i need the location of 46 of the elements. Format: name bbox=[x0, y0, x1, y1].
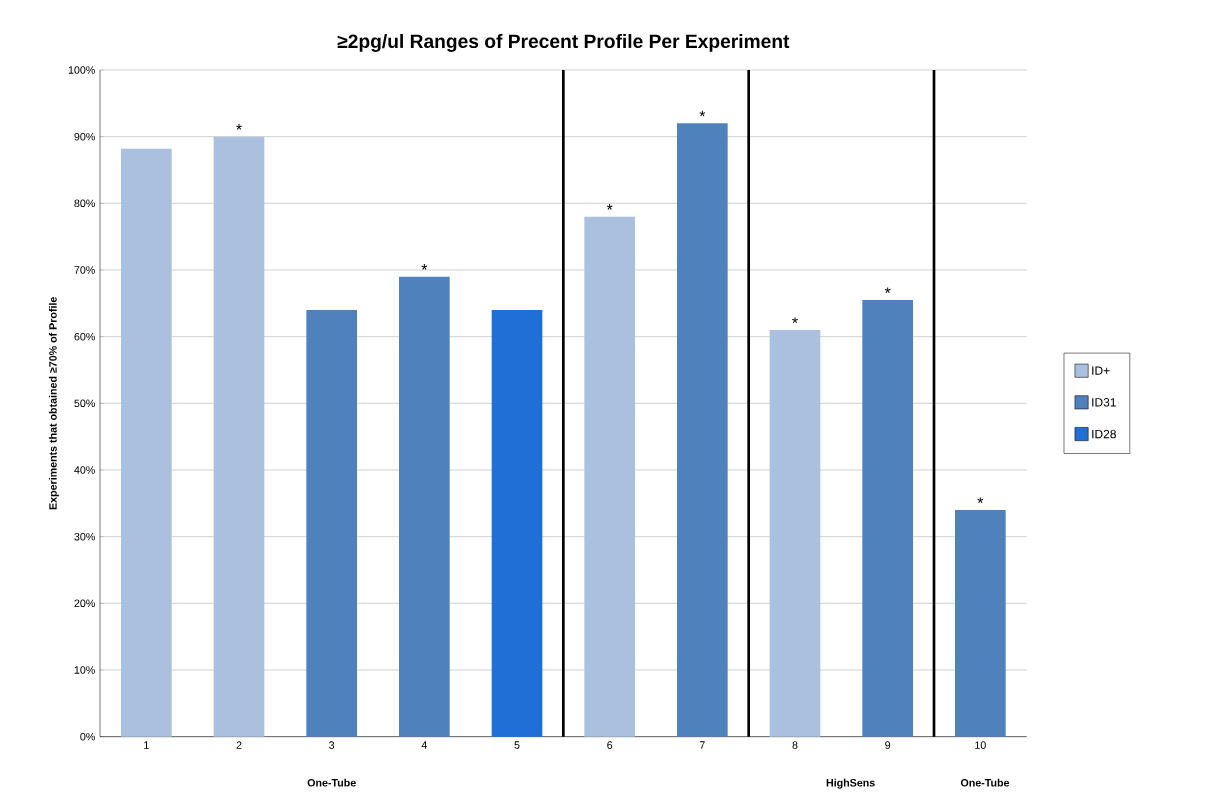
x-tick-label: 10 bbox=[975, 741, 986, 749]
bar bbox=[584, 216, 636, 737]
x-tick-label: 9 bbox=[885, 741, 891, 749]
y-tick-label: 30% bbox=[74, 532, 95, 541]
y-tick-label: 10% bbox=[74, 666, 95, 674]
bar bbox=[213, 136, 265, 737]
x-tick-label: 1 bbox=[144, 741, 149, 749]
annotation: * bbox=[977, 497, 984, 503]
text: HighSens bbox=[826, 778, 875, 789]
text: One-Tube bbox=[960, 778, 1010, 787]
y-tick-label: 40% bbox=[74, 466, 95, 474]
bar bbox=[677, 123, 728, 737]
annotation: * bbox=[236, 124, 242, 130]
annotation: * bbox=[606, 204, 613, 210]
bar bbox=[955, 509, 1006, 737]
y-tick-label: 80% bbox=[74, 199, 95, 208]
legend-label: ID+ bbox=[1092, 366, 1110, 375]
bar bbox=[491, 309, 543, 737]
y-tick-label: 50% bbox=[74, 399, 95, 408]
y-tick-label: 90% bbox=[74, 132, 95, 141]
bar bbox=[306, 309, 358, 737]
annotation: * bbox=[421, 264, 428, 270]
x-tick-label: 4 bbox=[421, 741, 427, 749]
y-axis-title: Experiments that obtained ≥70% of Profile bbox=[48, 297, 59, 510]
x-tick-label: 5 bbox=[514, 741, 520, 749]
y-tick-label: 20% bbox=[74, 599, 95, 608]
chart-title: ≥2pg/ul Ranges of Precent Profile Per Experiment bbox=[337, 33, 790, 52]
y-tick-label: 60% bbox=[74, 332, 95, 341]
annotation: * bbox=[699, 110, 706, 117]
bar bbox=[399, 276, 450, 737]
bar bbox=[862, 299, 913, 737]
text: One-Tube bbox=[307, 778, 356, 787]
legend-label: ID31 bbox=[1092, 398, 1116, 407]
annotation: * bbox=[884, 287, 891, 293]
x-tick-label: 2 bbox=[236, 741, 242, 749]
annotation: * bbox=[792, 317, 798, 323]
y-tick-label: 0% bbox=[80, 732, 95, 741]
x-tick-label: 3 bbox=[329, 741, 335, 749]
x-tick-label: 8 bbox=[792, 741, 798, 749]
legend-label: ID28 bbox=[1092, 429, 1116, 439]
y-tick-label: 100% bbox=[68, 66, 95, 74]
x-tick-label: 7 bbox=[699, 741, 705, 749]
bar bbox=[769, 329, 821, 737]
bar bbox=[121, 148, 172, 737]
x-tick-label: 6 bbox=[607, 741, 613, 749]
y-tick-label: 70% bbox=[74, 266, 95, 274]
